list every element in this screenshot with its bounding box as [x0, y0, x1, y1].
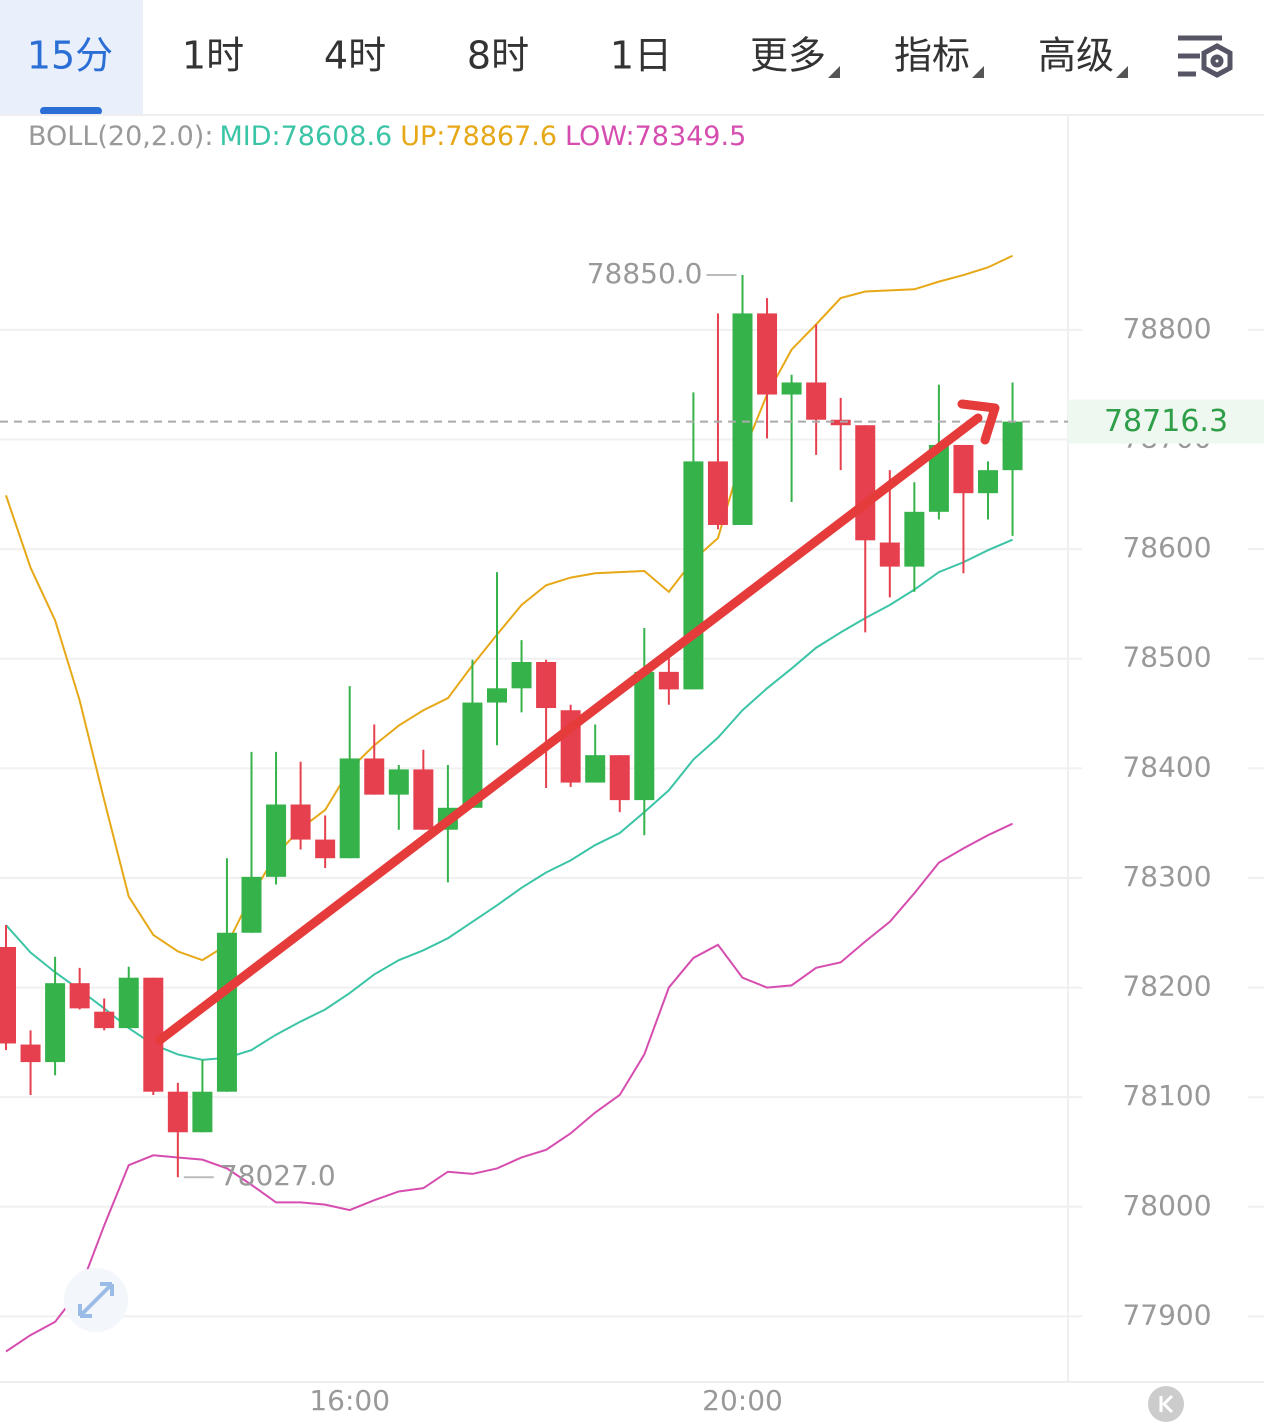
candle-body: [953, 444, 974, 494]
candle-body: [94, 1011, 115, 1029]
candle-body: [879, 542, 900, 567]
candle-body: [216, 932, 237, 1092]
tab-bar: 15分 1时 4时 8时 1日 更多 指标 高级: [27, 34, 1128, 78]
y-tick-label: 78300: [1122, 860, 1211, 893]
active-tab-bg: [0, 0, 143, 115]
settings-icon[interactable]: [1178, 35, 1233, 78]
candle-body: [364, 758, 385, 795]
dropdown-caret: [1116, 66, 1128, 78]
candle-body: [241, 876, 262, 933]
y-tick-label: 78200: [1122, 970, 1211, 1003]
x-tick-label: 16:00: [309, 1384, 390, 1417]
candle-body: [855, 425, 876, 541]
boll-line: [5, 822, 1013, 1353]
candle-body: [806, 382, 827, 420]
candle-body: [388, 769, 409, 795]
candle-body: [20, 1044, 41, 1063]
y-tick-label: 78000: [1122, 1189, 1211, 1222]
y-tick-label: 78400: [1122, 750, 1211, 783]
tab[interactable]: 指标: [894, 34, 970, 78]
candle-body: [192, 1091, 213, 1133]
low-label: 78027.0: [220, 1159, 336, 1192]
candle-body: [167, 1091, 188, 1133]
x-tick-label: 20:00: [702, 1384, 783, 1417]
y-tick-label: 78600: [1122, 531, 1211, 564]
y-tick-label: 77900: [1122, 1298, 1211, 1331]
candle-body: [45, 983, 66, 1063]
active-tab-indicator: [40, 107, 102, 115]
expand-icon[interactable]: [64, 1268, 128, 1332]
candle-body: [609, 755, 630, 801]
trend-arrow: [155, 413, 983, 1045]
candle-body: [511, 661, 532, 689]
candle-body: [585, 755, 606, 783]
candle-body: [118, 977, 139, 1029]
indicator-label: BOLL(20,2.0):: [28, 121, 213, 152]
candle-body: [143, 977, 164, 1092]
candle-body: [928, 444, 949, 512]
tab[interactable]: 15分: [27, 34, 113, 78]
candle-body: [0, 947, 16, 1044]
reset-icon[interactable]: [1148, 1386, 1184, 1422]
candle-body: [462, 702, 483, 808]
candle-body: [1002, 421, 1023, 471]
plot: 77900 78000 78100 78200 78300 78400 78500 78600…: [0, 254, 1264, 1417]
candle-body: [634, 671, 655, 801]
tab[interactable]: 更多: [750, 34, 826, 78]
y-tick-label: 78800: [1122, 312, 1211, 345]
dropdown-caret: [972, 66, 984, 78]
candle-body: [536, 661, 557, 709]
last-price-label: 78716.3: [1104, 404, 1228, 439]
dropdown-caret: [828, 66, 840, 78]
legend: BOLL(20,2.0): MID:78608.6 UP:78867.6 LOW:78…: [28, 121, 746, 152]
candle-body: [487, 688, 507, 703]
y-tick-label: 78500: [1122, 641, 1211, 674]
candle-body: [658, 671, 679, 690]
candle-body: [315, 839, 336, 859]
candle-body: [266, 804, 287, 877]
tab[interactable]: 高级: [1038, 34, 1114, 78]
legend-entry: UP:78867.6: [400, 121, 557, 152]
candle-body: [904, 511, 925, 567]
last-price-badge: [1068, 399, 1264, 444]
legend-entry: LOW:78349.5: [565, 121, 746, 152]
candle-body: [978, 470, 998, 494]
tab[interactable]: 1日: [610, 34, 672, 78]
legend-entry: MID:78608.6: [219, 121, 392, 152]
trend-arrow-head: [957, 399, 1000, 445]
candle-body: [707, 461, 728, 525]
tab[interactable]: 1时: [182, 34, 244, 78]
candle-body: [290, 804, 311, 840]
tab[interactable]: 4时: [324, 34, 386, 78]
candle-body: [69, 983, 90, 1009]
boll-line: [5, 538, 1013, 1061]
candle-body: [413, 769, 434, 830]
y-tick-label: 78100: [1122, 1079, 1211, 1112]
high-label: 78850.0: [587, 257, 703, 290]
candle-body: [683, 461, 704, 690]
tab[interactable]: 8时: [467, 34, 529, 78]
boll-line: [5, 254, 1013, 962]
candle-body: [339, 758, 360, 859]
candle-body: [732, 313, 753, 525]
candle-body: [757, 313, 778, 395]
candle-body: [781, 382, 802, 395]
